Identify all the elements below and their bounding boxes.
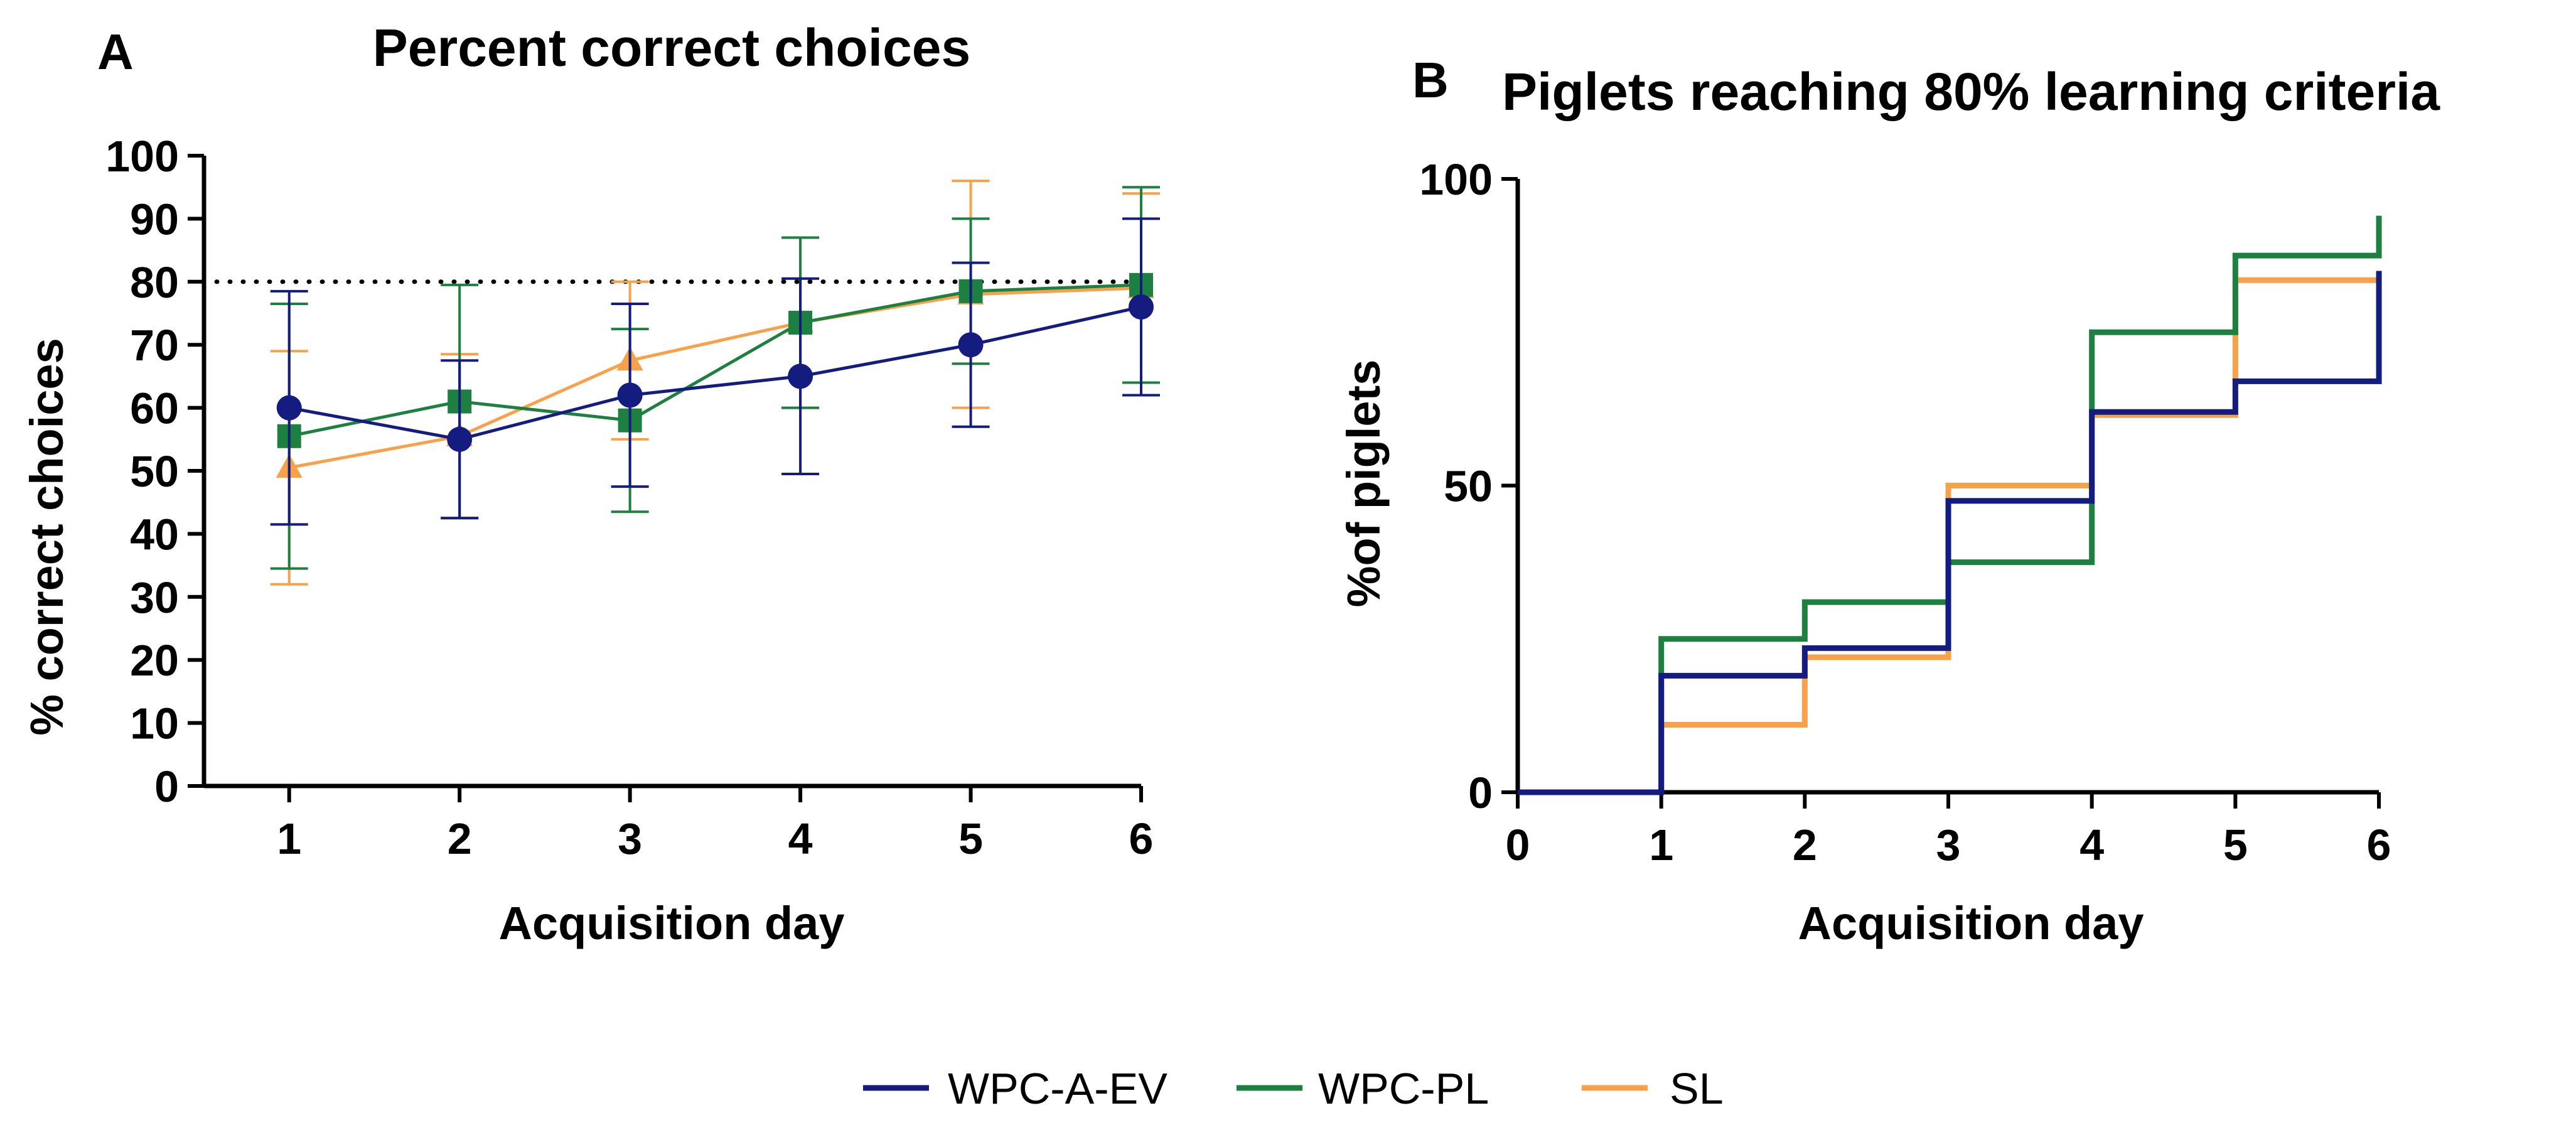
- y-tick-label: 100: [1419, 155, 1493, 204]
- x-tick-label: 2: [1793, 821, 1817, 869]
- x-tick-label: 6: [1129, 814, 1154, 863]
- panel-b-title: Piglets reaching 80% learning criteria: [1502, 62, 2440, 121]
- x-tick-label: 6: [2367, 821, 2391, 869]
- series-wpc-a-ev: [270, 217, 1160, 526]
- legend: WPC-A-EV WPC-PL SL: [863, 1064, 1724, 1113]
- y-tick-label: 60: [130, 384, 179, 433]
- x-tick-label: 5: [958, 814, 983, 863]
- data-point: [276, 395, 302, 421]
- x-tick-label: 1: [277, 814, 301, 863]
- panel-b-plot: [1518, 215, 2382, 795]
- x-tick-label: 4: [2080, 821, 2104, 869]
- data-point: [617, 382, 643, 408]
- series-line: [289, 286, 1142, 470]
- legend-label-wpc-a-ev: WPC-A-EV: [948, 1064, 1167, 1113]
- panel-a-plot: [270, 180, 1160, 586]
- legend-label-wpc-pl: WPC-PL: [1318, 1064, 1489, 1113]
- data-point: [447, 426, 473, 452]
- panel-b: B Piglets reaching 80% learning criteria…: [1338, 52, 2440, 949]
- y-tick-label: 90: [130, 195, 179, 244]
- x-tick-label: 2: [448, 814, 472, 863]
- data-point: [1129, 294, 1154, 320]
- y-tick-label: 40: [130, 510, 179, 559]
- x-tick-label: 3: [1936, 821, 1961, 869]
- x-tick-label: 4: [788, 814, 813, 863]
- series-sl: [270, 180, 1160, 586]
- y-tick-label: 50: [130, 447, 179, 496]
- x-tick-label: 3: [618, 814, 642, 863]
- panel-b-letter: B: [1412, 52, 1449, 108]
- panel-a-x-axis-label: Acquisition day: [499, 897, 845, 949]
- panel-a-y-axis-label: % correct choices: [21, 338, 73, 735]
- data-point: [788, 363, 813, 389]
- data-point: [958, 332, 984, 358]
- legend-label-sl: SL: [1670, 1064, 1724, 1113]
- y-tick-label: 30: [130, 573, 179, 622]
- panel-b-y-axis-label: %of piglets: [1338, 360, 1390, 608]
- panel-b-axes: 0 50 100 0 1 2 3 4 5 6: [1419, 155, 2391, 869]
- y-tick-label: 100: [105, 132, 179, 181]
- x-tick-label: 1: [1649, 821, 1673, 869]
- series-wpc-pl: [270, 186, 1160, 570]
- y-tick-label: 0: [1468, 768, 1493, 817]
- panel-a: A Percent correct choices Acquisition da…: [21, 18, 1160, 949]
- series-line: [289, 283, 1142, 438]
- y-tick-label: 20: [130, 636, 179, 685]
- y-tick-label: 70: [130, 321, 179, 370]
- panel-a-axes: 0 10 20 30 40 50 60 70 80 90 100 1 2 3 4 5 6: [105, 132, 1153, 863]
- panel-a-title: Percent correct choices: [373, 18, 970, 77]
- panel-b-x-axis-label: Acquisition day: [1798, 897, 2144, 949]
- y-tick-label: 80: [130, 258, 179, 307]
- step-line-wpc-a-ev: [1518, 271, 2382, 795]
- y-tick-label: 50: [1444, 462, 1493, 511]
- y-tick-label: 0: [154, 762, 179, 811]
- x-tick-label: 5: [2223, 821, 2248, 869]
- series-line: [289, 305, 1142, 441]
- x-tick-label: 0: [1506, 821, 1530, 869]
- y-tick-label: 10: [130, 699, 179, 748]
- panel-a-letter: A: [97, 24, 134, 80]
